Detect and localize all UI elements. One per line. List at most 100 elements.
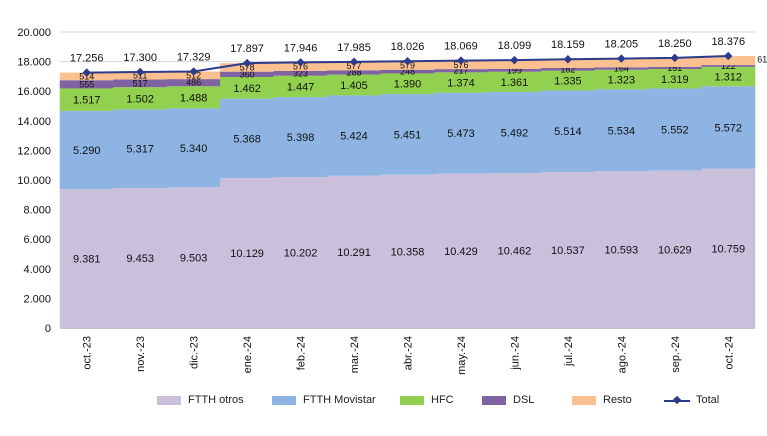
total-label: 18.069 (444, 41, 478, 53)
total-marker (242, 58, 252, 68)
data-label: 555 (79, 79, 94, 89)
y-tick-label: 18.000 (17, 57, 51, 69)
data-label: 10.291 (337, 247, 371, 259)
data-label: 5.473 (447, 128, 475, 140)
legend-item-total: Total (664, 390, 719, 410)
bar-segment (220, 98, 275, 179)
data-label: 9.503 (180, 253, 208, 265)
data-label: 1.462 (233, 83, 261, 95)
legend-label-ftth-movistar: FTTH Movistar (303, 394, 376, 406)
legend-label-total: Total (696, 394, 720, 406)
data-label: 10.358 (391, 246, 425, 258)
bar-segment (594, 171, 649, 328)
total-label: 18.026 (391, 41, 425, 53)
bar-segment (273, 62, 328, 71)
bar-segment (647, 69, 702, 89)
legend-item-resto: Resto (572, 390, 632, 410)
bar-segment (594, 67, 649, 70)
data-label: 248 (400, 67, 415, 77)
total-label: 17.985 (337, 42, 371, 54)
bar-segment (594, 69, 649, 90)
data-label: 5.534 (608, 125, 636, 137)
data-label: 1.319 (661, 74, 689, 86)
legend-swatch-ftth-movistar (272, 395, 296, 405)
bar-segment (433, 92, 488, 174)
bar-segment (540, 59, 595, 68)
bar-segment (701, 65, 756, 67)
bar-segment (327, 61, 382, 71)
y-tick-label: 2.000 (23, 293, 51, 305)
data-label: 1.502 (126, 93, 154, 105)
total-marker (349, 57, 359, 67)
bar-segment (327, 175, 382, 328)
data-label: 5.398 (287, 132, 315, 144)
data-label: 1.517 (73, 95, 101, 107)
bar-segment (701, 66, 756, 87)
total-marker (296, 58, 305, 67)
bar-segment (701, 86, 756, 169)
data-label: 199 (507, 65, 522, 75)
bar-segment (433, 69, 488, 73)
legend-item-ftth-otros: FTTH otros (157, 390, 244, 410)
data-label: 1.312 (715, 72, 743, 84)
bar-segment (487, 173, 542, 328)
bar-segment (380, 94, 435, 175)
data-label: 577 (347, 61, 362, 71)
bar-segment (487, 91, 542, 174)
bar-segment (59, 110, 114, 190)
bar-segment (433, 72, 488, 93)
legend-swatch-resto (572, 395, 596, 405)
data-label: 217 (453, 66, 468, 76)
bar-segment (166, 187, 221, 328)
x-tick-label: may.-24 (456, 336, 468, 375)
total-label: 18.099 (498, 40, 532, 52)
bar-segment (59, 189, 114, 328)
legend-label-resto: Resto (603, 394, 632, 406)
bar-segment (380, 69, 435, 74)
bar-segment (647, 57, 702, 67)
data-label: 578 (240, 62, 255, 72)
bar-segment (701, 56, 756, 66)
x-tick-label: abr.-24 (403, 336, 415, 370)
bar-segment (220, 71, 275, 78)
data-label: 1.405 (340, 80, 368, 92)
data-label: 5.451 (394, 129, 422, 141)
bar-segment (433, 173, 488, 328)
data-label: 323 (293, 68, 308, 78)
bar-segment (166, 108, 221, 188)
bar-segment (273, 70, 328, 76)
bar-segment (380, 61, 435, 70)
legend-item-dsl: DSL (482, 390, 534, 410)
bar-segment (273, 97, 328, 178)
data-label: 360 (240, 69, 255, 79)
legend-swatch-hfc (400, 395, 424, 405)
x-tick-label: ago.-24 (616, 336, 628, 373)
data-label: 5.368 (233, 133, 261, 145)
legend-item-ftth-movistar: FTTH Movistar (272, 390, 376, 410)
bar-segment (327, 95, 382, 176)
data-label: 151 (667, 63, 682, 73)
data-label: 517 (133, 78, 148, 88)
bar-segment (647, 170, 702, 328)
x-tick-label: oct.-23 (82, 336, 94, 370)
data-label: 1.361 (501, 77, 529, 89)
data-label: 576 (293, 62, 308, 72)
data-label: 612 (757, 55, 767, 65)
bar-segment (540, 67, 595, 71)
y-tick-label: 4.000 (23, 264, 51, 276)
data-label: 10.462 (498, 246, 532, 258)
data-label: 9.453 (126, 253, 154, 265)
data-label: 579 (400, 60, 415, 70)
data-label: 10.129 (230, 248, 264, 260)
data-label: 5.572 (715, 123, 743, 135)
y-tick-label: 14.000 (17, 116, 51, 128)
y-tick-label: 16.000 (17, 86, 51, 98)
total-label: 17.256 (70, 53, 104, 65)
chart-canvas: 0 2.000 4.000 6.000 8.000 10.000 12.000 14.000 1… (17, 27, 767, 375)
bar-segment (647, 88, 702, 171)
total-marker (82, 68, 91, 77)
total-marker (456, 56, 466, 65)
data-label: 10.429 (444, 246, 478, 258)
legend-label-dsl: DSL (513, 394, 535, 406)
bar-segment (487, 71, 542, 92)
